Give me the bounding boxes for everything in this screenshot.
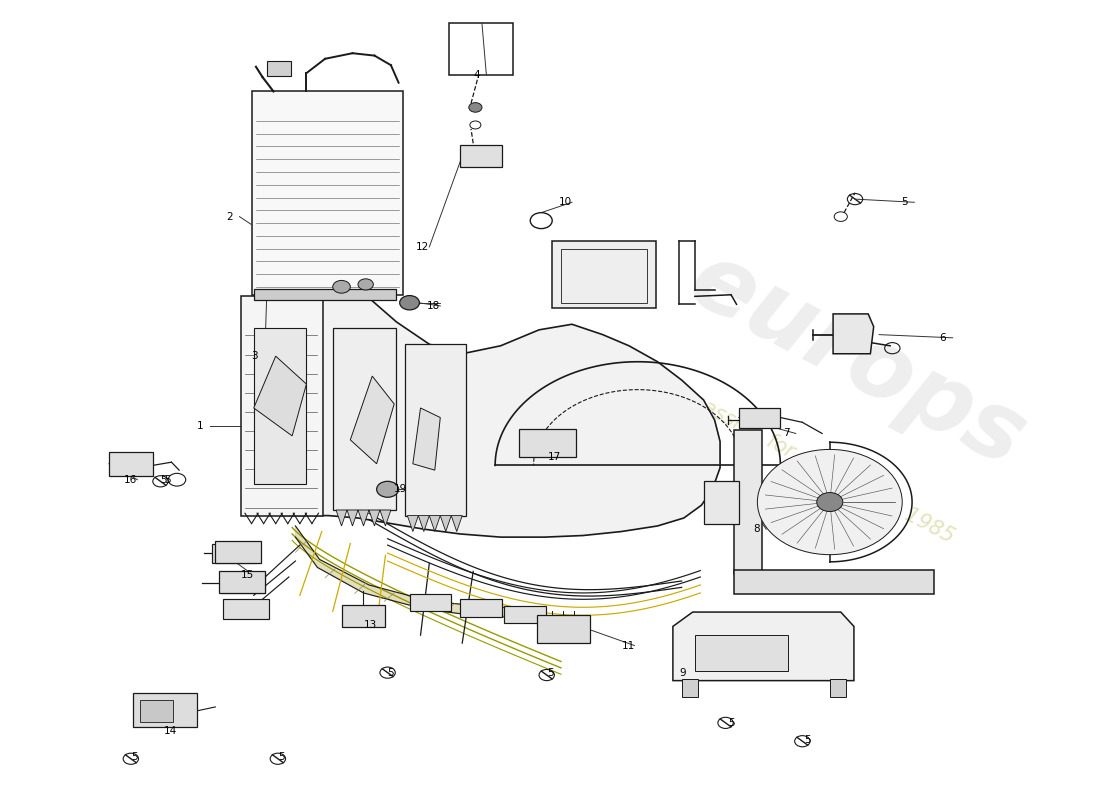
Bar <box>739 408 780 428</box>
Text: 5: 5 <box>728 718 735 728</box>
Text: 12: 12 <box>416 242 429 252</box>
Text: 5: 5 <box>901 198 908 207</box>
Polygon shape <box>833 314 873 354</box>
Text: 15: 15 <box>241 570 254 580</box>
Bar <box>409 594 451 611</box>
Circle shape <box>817 493 843 511</box>
Text: 3: 3 <box>252 351 258 361</box>
Bar <box>537 615 590 643</box>
Bar <box>552 241 657 308</box>
Polygon shape <box>296 526 539 617</box>
Bar <box>341 605 385 627</box>
Bar <box>695 635 788 671</box>
Bar <box>561 249 647 302</box>
Text: 5: 5 <box>161 474 167 485</box>
Text: 16: 16 <box>124 474 138 485</box>
Bar <box>133 694 197 727</box>
Text: 6: 6 <box>939 333 946 343</box>
Text: 2: 2 <box>227 212 233 222</box>
Text: 5: 5 <box>547 668 553 678</box>
Text: 17: 17 <box>548 452 561 462</box>
Bar <box>405 344 465 515</box>
Text: europs: europs <box>673 234 1041 487</box>
Bar <box>109 452 153 476</box>
Text: 5: 5 <box>804 734 811 745</box>
Text: 19: 19 <box>394 484 407 494</box>
Text: 1: 1 <box>197 421 204 430</box>
Polygon shape <box>673 612 854 681</box>
Polygon shape <box>418 515 429 531</box>
Text: 5: 5 <box>387 668 394 678</box>
Text: 9: 9 <box>680 668 686 678</box>
Bar <box>519 430 576 458</box>
Bar <box>735 430 762 574</box>
Text: 8: 8 <box>754 524 760 534</box>
Polygon shape <box>451 515 462 531</box>
Text: 5: 5 <box>164 474 170 485</box>
Text: 11: 11 <box>621 641 635 650</box>
Polygon shape <box>336 510 346 526</box>
Circle shape <box>376 482 398 498</box>
Bar <box>504 606 546 623</box>
Polygon shape <box>407 515 418 531</box>
Text: 18: 18 <box>427 301 440 311</box>
Circle shape <box>399 295 419 310</box>
Polygon shape <box>412 408 440 470</box>
Polygon shape <box>254 356 307 436</box>
Circle shape <box>758 450 902 554</box>
Polygon shape <box>368 510 379 526</box>
Bar <box>223 599 270 619</box>
Text: a passion for parts since 1985: a passion for parts since 1985 <box>670 381 957 546</box>
Bar <box>140 700 173 722</box>
Circle shape <box>358 279 373 290</box>
Bar <box>682 679 698 697</box>
Polygon shape <box>379 510 390 526</box>
Bar <box>212 543 256 563</box>
Circle shape <box>332 281 350 293</box>
Bar <box>704 481 739 524</box>
Text: 4: 4 <box>473 70 480 80</box>
Text: 13: 13 <box>363 620 376 630</box>
Bar <box>449 23 513 74</box>
Bar <box>241 296 323 515</box>
Polygon shape <box>350 376 394 464</box>
Bar <box>332 328 396 510</box>
Bar <box>254 289 396 300</box>
Circle shape <box>469 102 482 112</box>
Bar <box>267 61 292 75</box>
Bar <box>221 573 265 593</box>
Text: 14: 14 <box>164 726 177 736</box>
Polygon shape <box>429 515 440 531</box>
Text: 5: 5 <box>131 752 138 762</box>
Bar <box>216 541 262 563</box>
Polygon shape <box>358 510 368 526</box>
Text: 10: 10 <box>559 198 572 207</box>
Text: 5: 5 <box>278 752 285 762</box>
Polygon shape <box>282 290 720 537</box>
Text: 7: 7 <box>782 429 789 438</box>
Bar <box>829 679 846 697</box>
Bar <box>252 91 403 294</box>
Bar <box>735 570 934 594</box>
Bar <box>460 599 502 617</box>
Bar <box>254 328 307 484</box>
Bar <box>460 145 502 167</box>
Polygon shape <box>440 515 451 531</box>
Polygon shape <box>346 510 358 526</box>
Bar <box>219 570 265 593</box>
